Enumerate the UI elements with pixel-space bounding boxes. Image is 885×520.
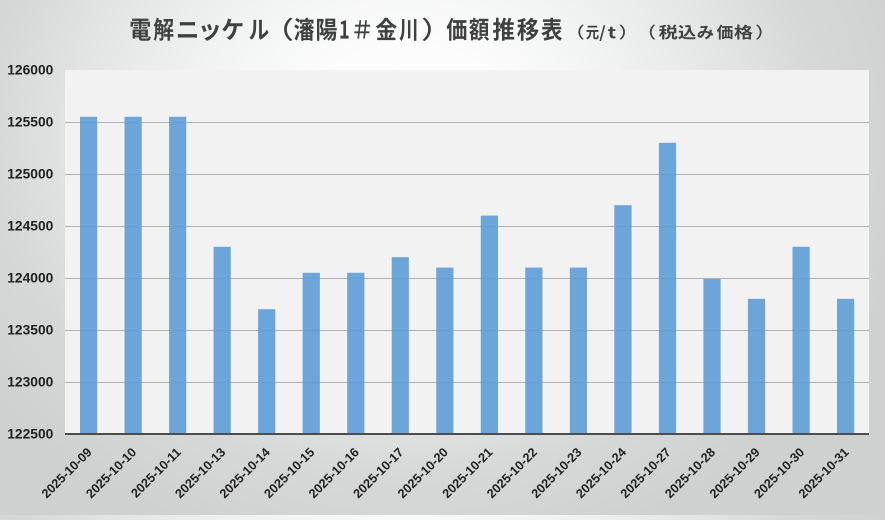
svg-text:122500: 122500 (7, 427, 53, 442)
svg-text:123500: 123500 (7, 323, 53, 338)
svg-text:124000: 124000 (7, 271, 53, 286)
svg-text:126000: 126000 (7, 63, 53, 78)
svg-text:123000: 123000 (7, 375, 53, 390)
svg-text:125000: 125000 (7, 167, 53, 182)
svg-text:125500: 125500 (7, 115, 53, 130)
svg-text:124500: 124500 (7, 219, 53, 234)
